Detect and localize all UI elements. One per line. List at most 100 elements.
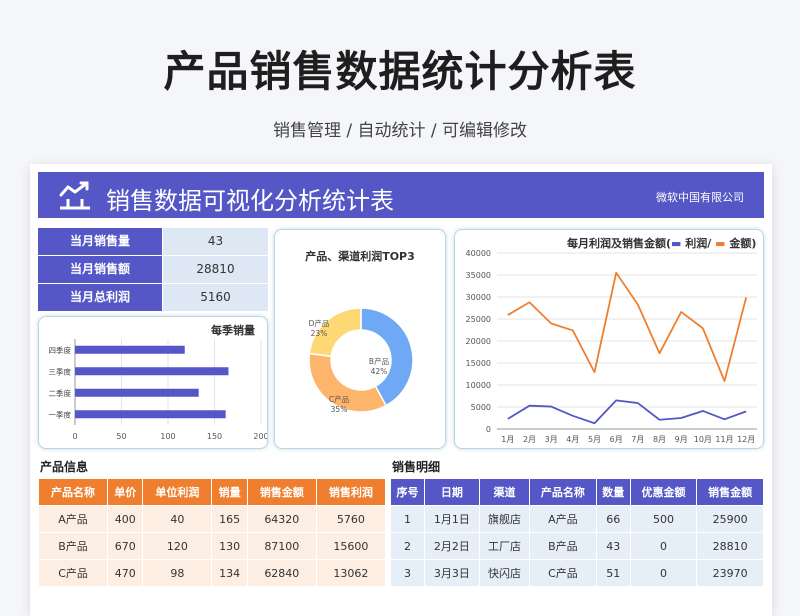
table-cell[interactable]: 工厂店 (478, 532, 531, 560)
table-cell[interactable]: 43 (595, 532, 631, 560)
slice-percent: 35% (331, 405, 348, 414)
table-row: 3 3月3日 快闪店 C产品 51 0 23970 (389, 559, 764, 587)
table-cell[interactable]: 5760 (315, 505, 387, 533)
column-header[interactable]: 销量 (211, 478, 248, 506)
column-header[interactable]: 数量 (595, 478, 631, 506)
table-cell[interactable]: 2月2日 (424, 532, 480, 560)
y-tick-label: 30000 (466, 293, 491, 302)
column-header[interactable]: 序号 (389, 478, 426, 506)
table-cell[interactable]: C产品 (529, 559, 597, 587)
y-tick-label: 0 (486, 425, 491, 434)
column-header[interactable]: 单价 (107, 478, 144, 506)
table-cell[interactable]: 0 (629, 559, 698, 587)
table-cell[interactable]: 0 (629, 532, 698, 560)
legend-amount-label: 金额) (729, 237, 757, 250)
table-cell[interactable]: 670 (107, 532, 144, 560)
table-cell[interactable]: 3 (389, 559, 426, 587)
y-tick-label: 三季度 (49, 366, 72, 376)
table-cell[interactable]: 400 (107, 505, 144, 533)
y-tick-label: 四季度 (49, 345, 72, 355)
y-tick-label: 5000 (471, 403, 491, 412)
x-tick-label: 100 (160, 432, 175, 441)
table-cell[interactable]: 40 (142, 505, 213, 533)
profit-top3-panel: 产品、渠道利润TOP3 B产品 42% C产品 35% D产品 23% (274, 229, 446, 449)
table-cell[interactable]: 120 (142, 532, 213, 560)
column-header[interactable]: 销售利润 (315, 478, 387, 506)
table-cell[interactable]: 165 (211, 505, 248, 533)
table-cell[interactable]: 134 (211, 559, 248, 587)
chart-title: 每月利润及销售金额(▬ 利润/ ▬ 金额) (567, 237, 757, 250)
table-cell[interactable]: B产品 (529, 532, 597, 560)
kpi-monthly-profit: 当月总利润 5160 (38, 284, 268, 311)
table-cell[interactable]: A产品 (529, 505, 597, 533)
x-tick-label: 2月 (523, 435, 536, 444)
table-cell[interactable]: 1月1日 (424, 505, 480, 533)
x-tick-label: 10月 (694, 435, 712, 444)
kpi-value[interactable]: 28810 (163, 256, 268, 283)
dashboard-sheet: 销售数据可视化分析统计表 微软中国有限公司 当月销售量 43 当月销售额 288… (30, 164, 772, 616)
table-cell[interactable]: 62840 (246, 559, 317, 587)
table-row: A产品 400 40 165 64320 5760 (37, 505, 387, 533)
table-cell[interactable]: 13062 (315, 559, 387, 587)
table-cell[interactable]: 64320 (246, 505, 317, 533)
kpi-label: 当月销售量 (38, 228, 162, 255)
table-cell[interactable]: C产品 (37, 559, 109, 587)
table-cell[interactable]: 28810 (696, 532, 764, 560)
table-cell[interactable]: 130 (211, 532, 248, 560)
chart-trend-icon (59, 181, 90, 210)
table-cell[interactable]: 25900 (696, 505, 764, 533)
column-header[interactable]: 产品名称 (529, 478, 597, 506)
slice-label: D产品 (309, 318, 330, 328)
table-cell[interactable]: 98 (142, 559, 213, 587)
column-header[interactable]: 产品名称 (37, 478, 109, 506)
column-header[interactable]: 优惠金额 (629, 478, 698, 506)
column-header[interactable]: 销售金额 (696, 478, 764, 506)
x-tick-label: 3月 (545, 435, 558, 444)
y-tick-label: 15000 (466, 359, 491, 368)
table-cell[interactable]: 2 (389, 532, 426, 560)
table-row: B产品 670 120 130 87100 15600 (37, 532, 387, 560)
x-tick-label: 12月 (737, 435, 755, 444)
table-cell[interactable]: 470 (107, 559, 144, 587)
table-cell[interactable]: 1 (389, 505, 426, 533)
table-header-row: 产品名称 单价 单位利润 销量 销售金额 销售利润 (37, 478, 387, 506)
bar (75, 410, 226, 419)
table-cell[interactable]: B产品 (37, 532, 109, 560)
table-cell[interactable]: 15600 (315, 532, 387, 560)
x-tick-label: 200 (253, 432, 267, 441)
column-header[interactable]: 渠道 (478, 478, 531, 506)
table-cell[interactable]: 快闪店 (478, 559, 531, 587)
y-tick-label: 一季度 (49, 409, 72, 419)
slice-percent: 23% (311, 329, 328, 338)
table-row: C产品 470 98 134 62840 13062 (37, 559, 387, 587)
table-cell[interactable]: 87100 (246, 532, 317, 560)
kpi-label: 当月总利润 (38, 284, 162, 311)
x-tick-label: 8月 (653, 435, 666, 444)
kpi-value[interactable]: 5160 (163, 284, 268, 311)
donut-slice (360, 307, 414, 407)
donut-slice (308, 352, 388, 413)
kpi-label: 当月销售额 (38, 256, 162, 283)
column-header[interactable]: 单位利润 (142, 478, 213, 506)
table-cell[interactable]: 3月3日 (424, 559, 480, 587)
x-tick-label: 6月 (610, 435, 623, 444)
bar (75, 345, 185, 354)
y-tick-label: 40000 (466, 249, 491, 258)
column-header[interactable]: 日期 (424, 478, 480, 506)
sales-detail-title: 销售明细 (392, 460, 441, 474)
column-header[interactable]: 销售金额 (246, 478, 317, 506)
series-line (507, 271, 748, 382)
table-cell[interactable]: 23970 (696, 559, 764, 587)
table-cell[interactable]: 旗舰店 (478, 505, 531, 533)
table-cell[interactable]: A产品 (37, 505, 109, 533)
company-name: 微软中国有限公司 (656, 191, 744, 204)
dashboard-banner: 销售数据可视化分析统计表 微软中国有限公司 (38, 172, 764, 218)
quarterly-sales-panel: 每季销量 0 50 100 150 200 一季度 二季度 三季度 四季度 (38, 316, 268, 449)
legend-profit-marker: ▬ (671, 237, 682, 250)
table-cell[interactable]: 51 (595, 559, 631, 587)
y-tick-label: 二季度 (49, 388, 72, 398)
product-info-title: 产品信息 (40, 460, 89, 474)
kpi-value[interactable]: 43 (163, 228, 268, 255)
table-cell[interactable]: 500 (629, 505, 698, 533)
table-cell[interactable]: 66 (595, 505, 631, 533)
